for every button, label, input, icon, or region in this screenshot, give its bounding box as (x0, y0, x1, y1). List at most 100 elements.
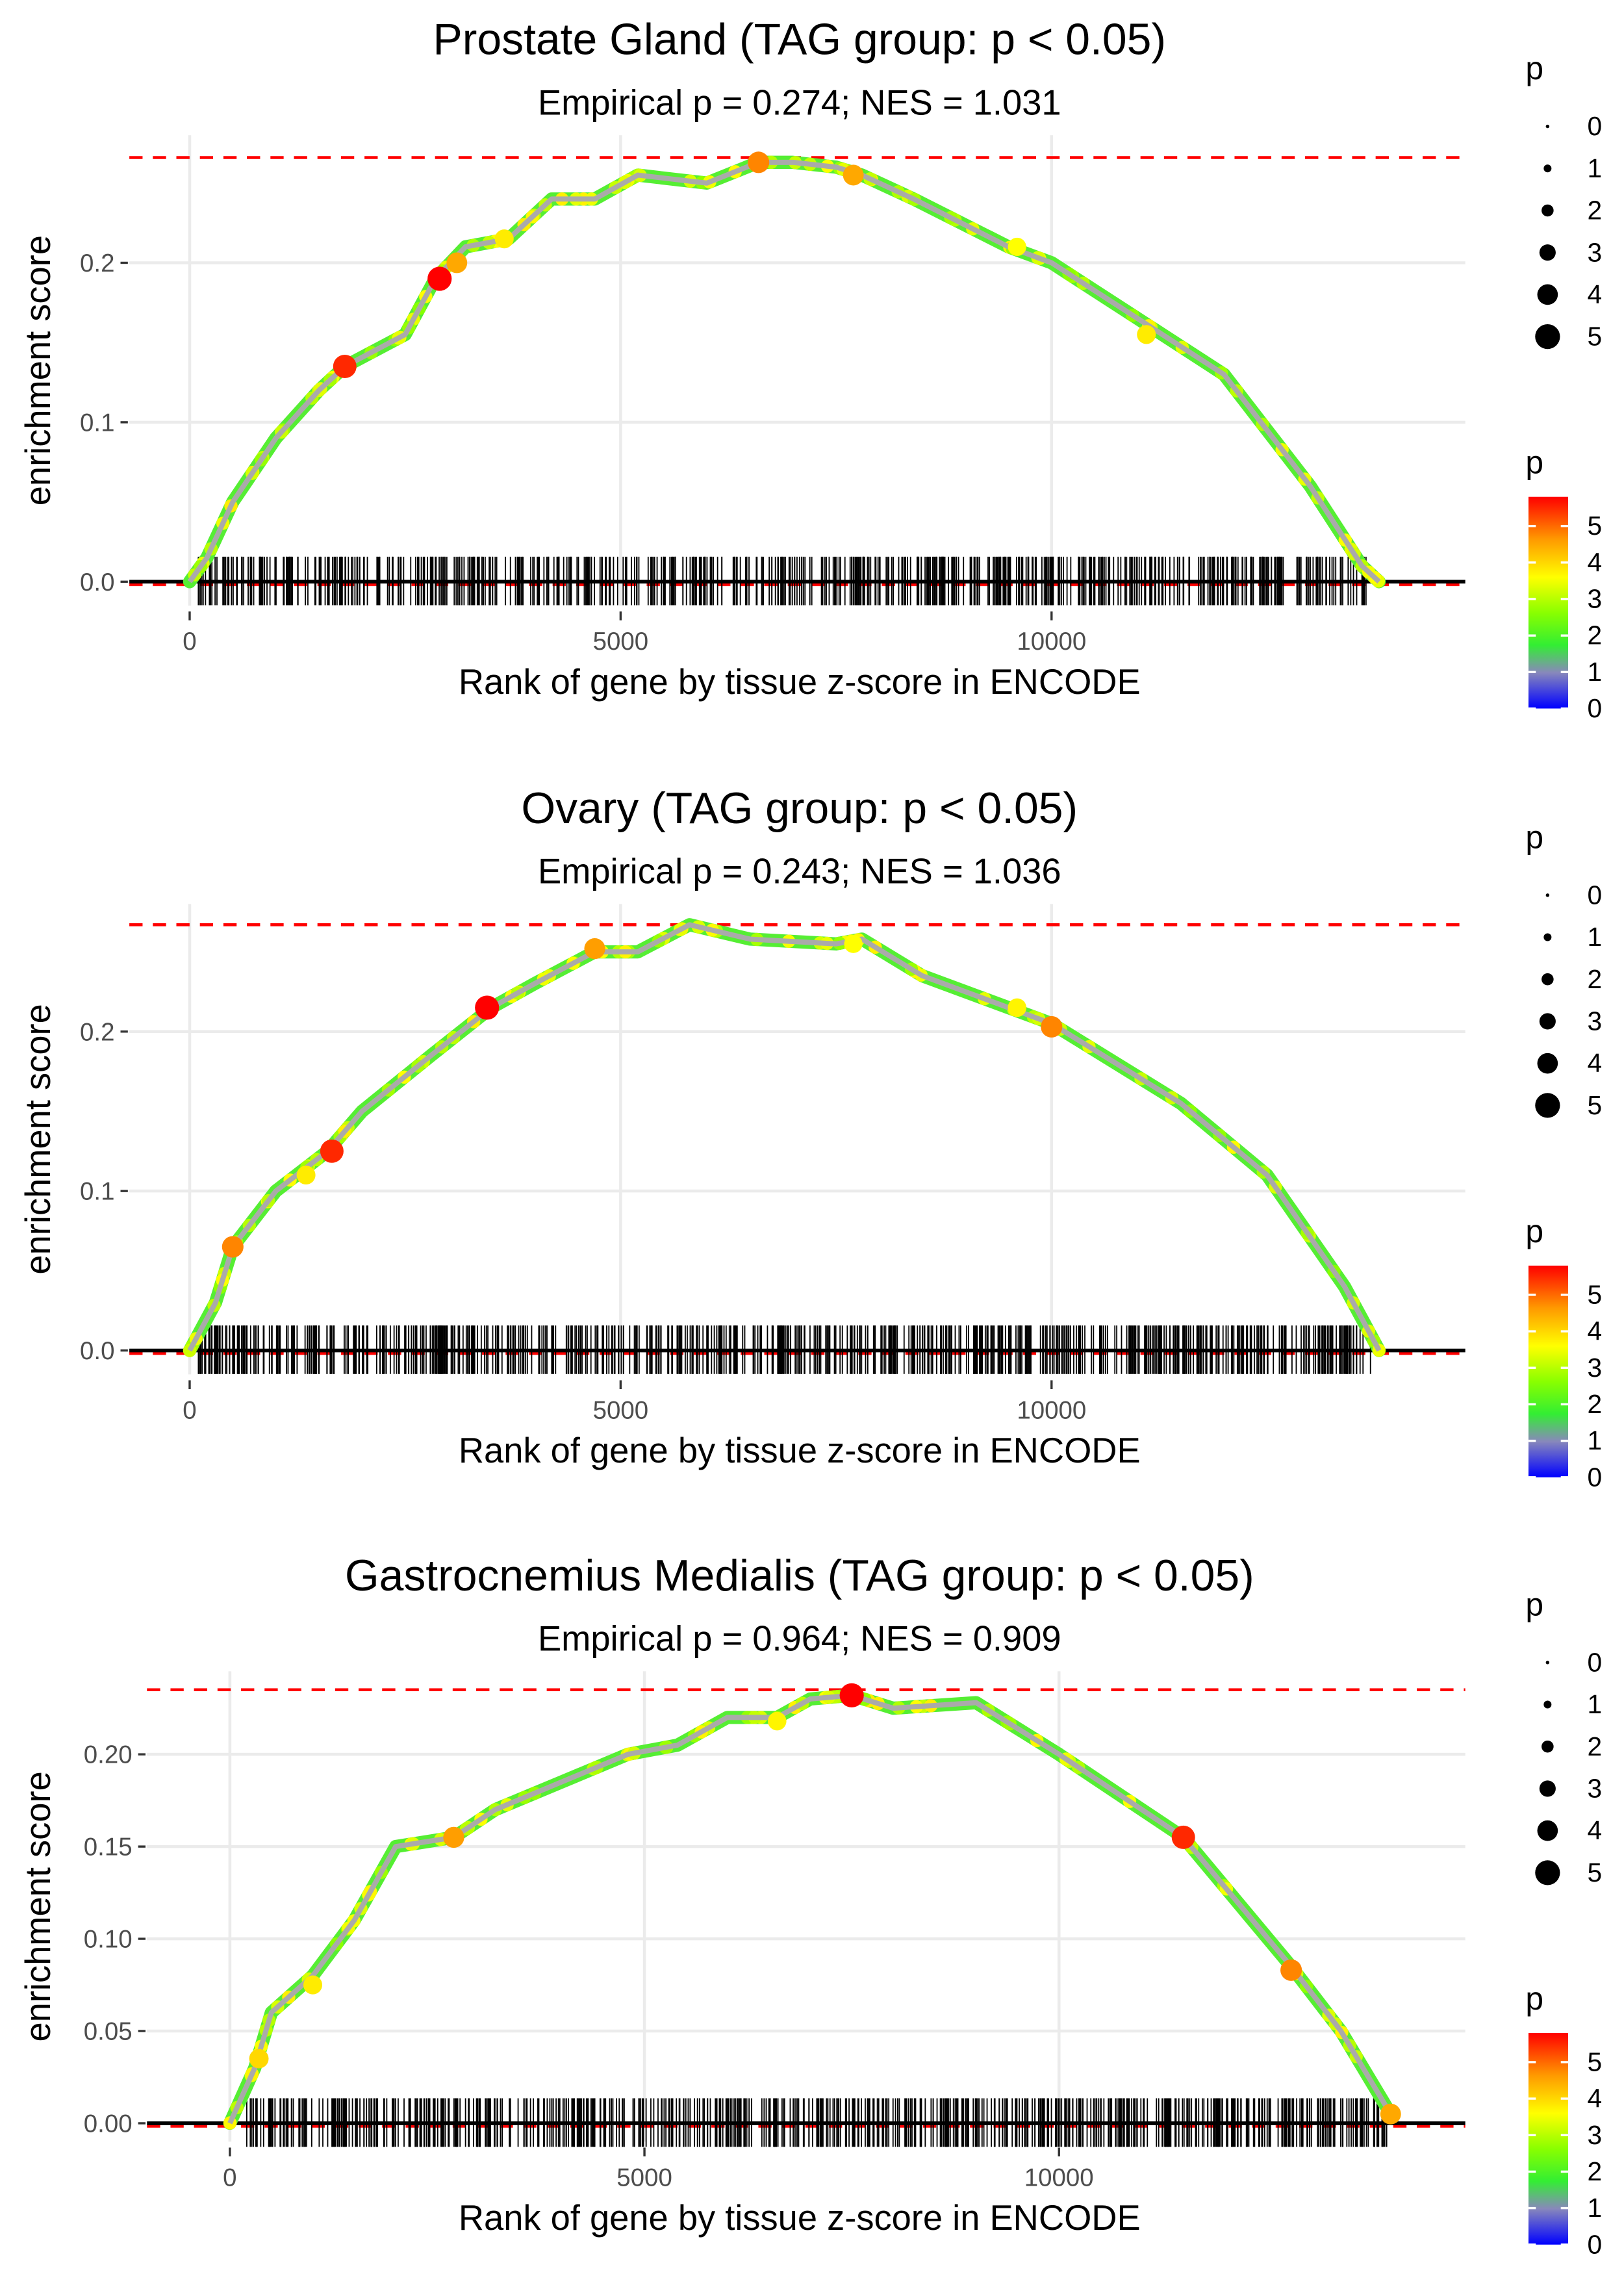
es-highlight-point (222, 1236, 244, 1258)
color-legend-label: 2 (1587, 1389, 1602, 1419)
size-legend-dot (1539, 1013, 1556, 1030)
chart-subtitle: Empirical p = 0.274; NES = 1.031 (538, 83, 1061, 122)
y-axis-label: enrichment score (18, 1004, 58, 1274)
color-legend-title: p (1525, 1213, 1543, 1249)
size-legend-label: 2 (1587, 964, 1602, 994)
es-highlight-point (494, 229, 514, 249)
es-highlight-point (1380, 2103, 1401, 2125)
color-legend-label: 2 (1587, 2156, 1602, 2186)
size-legend-dot (1535, 324, 1560, 350)
es-curve (187, 159, 1381, 584)
color-legend-title: p (1525, 1980, 1543, 2017)
x-tick-label: 5000 (593, 1396, 649, 1424)
x-axis-label: Rank of gene by tissue z-score in ENCODE (459, 1431, 1141, 1470)
es-highlight-point (296, 1166, 316, 1185)
es-curve-outline (183, 155, 1386, 589)
size-legend-dot (1535, 1860, 1560, 1885)
es-curve-outline (223, 1689, 1397, 2130)
color-legend-title: p (1525, 444, 1543, 481)
color-legend-label: 4 (1587, 2084, 1602, 2114)
y-axis-label: enrichment score (18, 1771, 58, 2041)
es-highlight-point (1280, 1959, 1302, 1981)
color-legend-label: 0 (1587, 693, 1602, 723)
size-legend-dot (1543, 164, 1552, 173)
x-tick-label: 0 (183, 628, 196, 656)
color-legend-label: 4 (1587, 1316, 1602, 1346)
x-axis-label: Rank of gene by tissue z-score in ENCODE (459, 662, 1141, 702)
x-tick-label: 5000 (593, 628, 649, 656)
es-highlight-point (446, 252, 468, 274)
size-legend-dot (1539, 244, 1556, 261)
size-legend-label: 0 (1587, 111, 1602, 141)
x-tick-label: 10000 (1017, 1396, 1086, 1424)
size-legend-label: 5 (1587, 1858, 1602, 1887)
y-tick-label: 0.2 (80, 1018, 114, 1046)
y-tick-label: 0.0 (80, 1337, 114, 1365)
color-legend-label: 5 (1587, 511, 1602, 541)
size-legend-label: 3 (1587, 237, 1602, 267)
es-highlight-point (249, 2049, 269, 2069)
es-highlight-point (1008, 998, 1027, 1017)
chart-subtitle: Empirical p = 0.243; NES = 1.036 (538, 852, 1061, 891)
x-tick-label: 0 (183, 1396, 196, 1424)
size-legend-label: 1 (1587, 153, 1602, 183)
chart-subtitle: Empirical p = 0.964; NES = 0.909 (538, 1619, 1061, 1659)
es-highlight-point (320, 1139, 344, 1163)
size-legend-title: p (1525, 1586, 1543, 1622)
size-legend-dot (1543, 1700, 1552, 1709)
size-legend-dot (1545, 893, 1550, 897)
size-legend-label: 3 (1587, 1774, 1602, 1804)
size-legend-label: 2 (1587, 1731, 1602, 1761)
size-legend-dot (1542, 973, 1554, 986)
color-legend-label: 1 (1587, 657, 1602, 687)
color-legend-label: 3 (1587, 2120, 1602, 2150)
size-legend-title: p (1525, 50, 1543, 86)
size-legend-label: 3 (1587, 1006, 1602, 1036)
y-tick-label: 0.1 (80, 409, 114, 437)
es-highlight-point (1041, 1016, 1063, 1038)
size-legend-label: 0 (1587, 1647, 1602, 1677)
size-legend-label: 1 (1587, 1689, 1602, 1719)
chart-title: Ovary (TAG group: p < 0.05) (521, 784, 1078, 833)
size-legend-dot (1537, 1820, 1558, 1841)
es-highlight-point (427, 266, 452, 291)
size-legend-dot (1537, 1053, 1558, 1074)
x-tick-label: 5000 (616, 2164, 672, 2191)
es-highlight-point (767, 1711, 787, 1731)
es-highlight-point (1008, 237, 1026, 257)
x-axis-label: Rank of gene by tissue z-score in ENCODE (459, 2198, 1141, 2238)
color-legend-label: 3 (1587, 1353, 1602, 1383)
size-legend-dot (1542, 204, 1554, 217)
size-legend-label: 2 (1587, 196, 1602, 225)
y-axis-label: enrichment score (18, 235, 58, 505)
es-highlight-point (443, 1826, 464, 1848)
color-legend-label: 4 (1587, 547, 1602, 577)
color-legend-label: 2 (1587, 620, 1602, 650)
size-legend-title: p (1525, 819, 1543, 855)
es-highlight-point (584, 938, 605, 960)
color-legend-label: 0 (1587, 1462, 1602, 1492)
y-tick-label: 0.1 (80, 1178, 114, 1206)
size-legend-label: 4 (1587, 1048, 1602, 1078)
es-highlight-point (843, 164, 864, 186)
color-bar (1528, 2032, 1569, 2245)
y-tick-label: 0.0 (80, 568, 114, 596)
size-legend-dot (1545, 124, 1550, 129)
es-highlight-point (839, 1683, 864, 1707)
y-tick-label: 0.05 (84, 2018, 133, 2046)
chart-title: Prostate Gland (TAG group: p < 0.05) (433, 16, 1166, 64)
y-tick-label: 0.2 (80, 249, 114, 277)
color-bar (1528, 1265, 1569, 1477)
es-highlight-point (844, 934, 863, 953)
es-highlight-point (1137, 325, 1156, 344)
size-legend-label: 0 (1587, 880, 1602, 910)
size-legend-label: 1 (1587, 922, 1602, 952)
es-curve (187, 922, 1382, 1352)
color-legend-label: 5 (1587, 1279, 1602, 1309)
panel-2: Ovary (TAG group: p < 0.05) Empirical p =… (18, 784, 1602, 1492)
es-highlight-point (1171, 1825, 1195, 1849)
y-tick-label: 0.10 (84, 1926, 133, 1954)
es-highlight-point (303, 1975, 323, 1995)
es-curve (227, 1693, 1393, 2125)
size-legend-dot (1542, 1740, 1554, 1753)
